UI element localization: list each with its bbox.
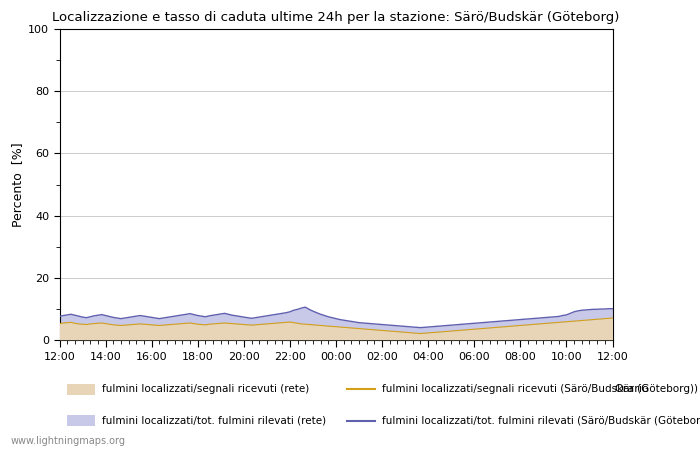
Text: fulmini localizzati/segnali ricevuti (rete): fulmini localizzati/segnali ricevuti (re… xyxy=(102,384,309,394)
Y-axis label: Percento  [%]: Percento [%] xyxy=(11,142,24,227)
Title: Localizzazione e tasso di caduta ultime 24h per la stazione: Särö/Budskär (Göteb: Localizzazione e tasso di caduta ultime … xyxy=(52,11,620,24)
FancyBboxPatch shape xyxy=(66,383,94,395)
FancyBboxPatch shape xyxy=(66,415,94,427)
Text: fulmini localizzati/tot. fulmini rilevati (rete): fulmini localizzati/tot. fulmini rilevat… xyxy=(102,416,326,426)
Text: www.lightningmaps.org: www.lightningmaps.org xyxy=(10,436,125,446)
Text: fulmini localizzati/segnali ricevuti (Särö/Budskär (Göteborg)): fulmini localizzati/segnali ricevuti (Sä… xyxy=(382,384,697,394)
Text: fulmini localizzati/tot. fulmini rilevati (Särö/Budskär (Göteborg)): fulmini localizzati/tot. fulmini rilevat… xyxy=(382,416,700,426)
Text: Orario: Orario xyxy=(615,384,650,394)
